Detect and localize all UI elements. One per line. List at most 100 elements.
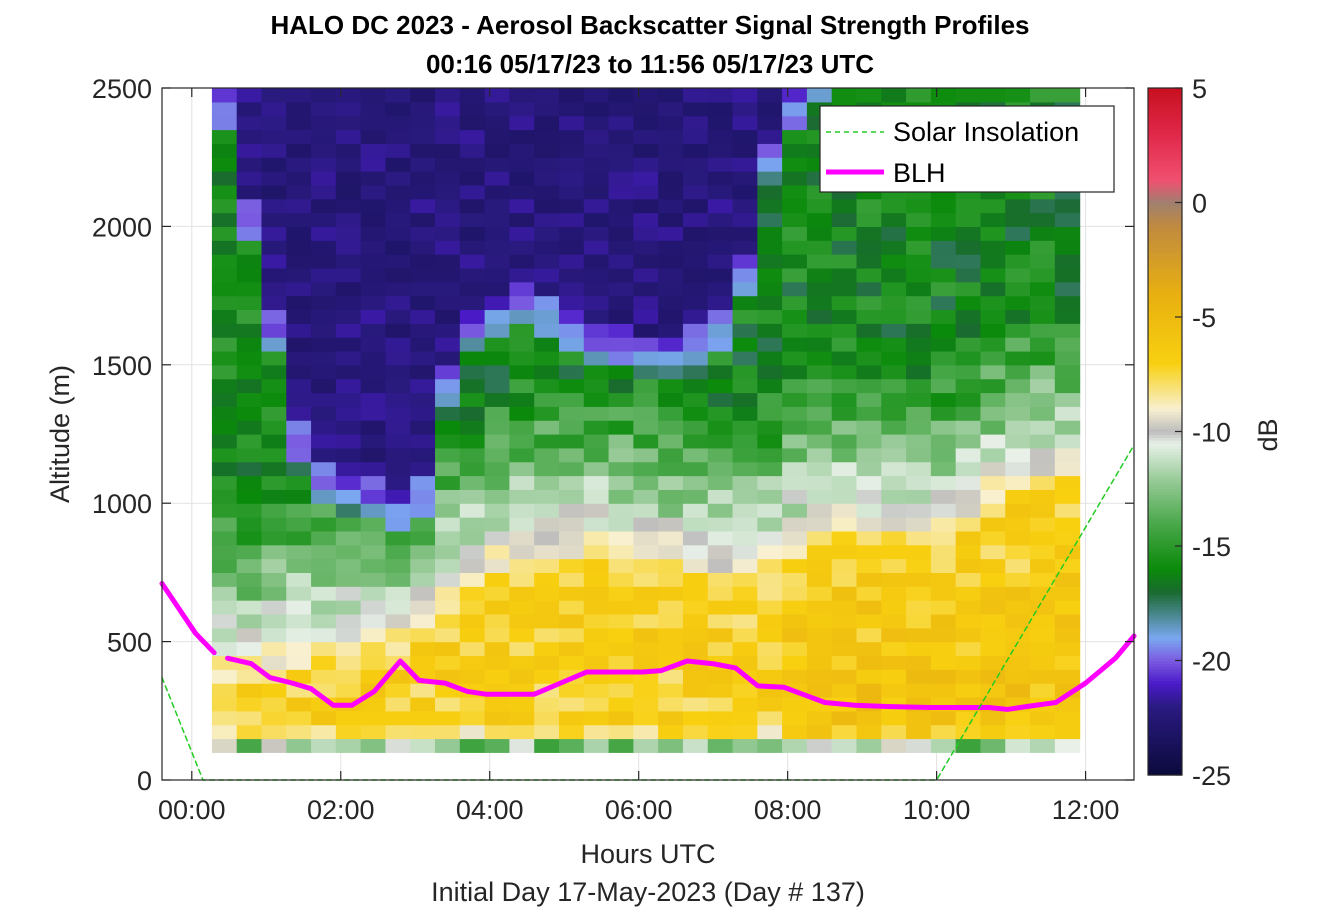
heatmap-cell [757, 461, 783, 477]
colorbar-swatch [1148, 574, 1182, 579]
heatmap-cell [435, 364, 461, 380]
colorbar-swatch [1148, 752, 1182, 756]
heatmap-cell [484, 447, 511, 463]
heatmap-cell [658, 254, 684, 269]
heatmap-cell [558, 392, 585, 407]
heatmap-cell [980, 198, 1006, 214]
heatmap-cell [782, 655, 808, 670]
colorbar-swatch [1148, 757, 1182, 762]
heatmap-cell [1005, 378, 1031, 394]
heatmap-cell [732, 600, 758, 615]
heatmap-cell [1005, 710, 1031, 726]
colorbar-swatch [1148, 156, 1182, 161]
heatmap-cell [980, 655, 1006, 670]
heatmap-cell [484, 475, 511, 490]
heatmap-cell [211, 309, 238, 324]
heatmap-cell [732, 129, 758, 144]
heatmap-cell [410, 586, 436, 601]
heatmap-cell [583, 212, 610, 227]
heatmap-cell [633, 710, 659, 726]
heatmap-cell [360, 572, 387, 587]
heatmap-cell [980, 475, 1006, 490]
heatmap-cell [435, 544, 461, 560]
heatmap-cell [459, 309, 486, 324]
heatmap-cell [534, 613, 560, 629]
heatmap-cell [459, 337, 486, 352]
heatmap-cell [286, 503, 312, 518]
colorbar-swatch [1148, 643, 1182, 647]
heatmap-cell [534, 406, 560, 421]
heatmap-cell [509, 738, 535, 753]
heatmap-cell [261, 392, 287, 407]
heatmap-cell [1005, 586, 1031, 601]
heatmap-cell [955, 198, 982, 214]
heatmap-cell [955, 226, 982, 241]
heatmap-cell [335, 240, 362, 255]
heatmap-cell [360, 143, 387, 158]
heatmap-cell [360, 461, 387, 477]
heatmap-cell [682, 613, 709, 629]
heatmap-cell [856, 517, 882, 532]
backscatter-heatmap [211, 88, 1081, 753]
heatmap-cell [782, 212, 808, 227]
heatmap-cell [658, 434, 684, 449]
heatmap-cell [608, 350, 634, 366]
heatmap-cell [534, 710, 560, 726]
colorbar-swatch [1148, 691, 1182, 696]
heatmap-cell [335, 503, 362, 518]
heatmap-cell [360, 101, 387, 117]
heatmap-cell [459, 143, 486, 158]
colorbar-swatch [1148, 354, 1182, 358]
heatmap-cell [1030, 295, 1056, 311]
heatmap-cell [732, 240, 758, 255]
heatmap-cell [311, 226, 337, 241]
heatmap-cell [881, 295, 907, 311]
heatmap-cell [1005, 420, 1031, 435]
heatmap-cell [1030, 461, 1056, 477]
heatmap-cell [980, 295, 1006, 311]
heatmap-cell [980, 420, 1006, 435]
heatmap-cell [583, 627, 610, 643]
heatmap-cell [707, 309, 734, 324]
heatmap-cell [236, 115, 263, 131]
heatmap-cell [311, 724, 337, 740]
heatmap-cell [534, 475, 560, 490]
heatmap-cell [682, 724, 709, 740]
heatmap-cell [435, 323, 461, 338]
heatmap-cell [236, 171, 263, 186]
heatmap-cell [1054, 295, 1081, 311]
heatmap-cell [1030, 503, 1056, 518]
colorbar-swatch [1148, 425, 1182, 430]
colorbar-swatch [1148, 485, 1182, 490]
heatmap-cell [782, 240, 808, 255]
heatmap-cell [856, 710, 882, 726]
heatmap-cell [410, 309, 436, 324]
heatmap-cell [831, 475, 858, 490]
heatmap-cell [509, 613, 535, 629]
heatmap-cell [410, 461, 436, 477]
heatmap-cell [286, 337, 312, 352]
heatmap-cell [360, 88, 387, 103]
heatmap-cell [930, 600, 957, 615]
heatmap-cell [608, 683, 634, 698]
heatmap-cell [658, 198, 684, 214]
heatmap-cell [385, 627, 411, 643]
colorbar-swatch [1148, 714, 1182, 719]
heatmap-cell [360, 267, 387, 283]
heatmap-cell [459, 240, 486, 255]
heatmap-cell [335, 600, 362, 615]
heatmap-cell [435, 88, 461, 103]
heatmap-cell [955, 295, 982, 311]
heatmap-cell [261, 696, 287, 712]
heatmap-cell [534, 696, 560, 712]
heatmap-cell [782, 88, 808, 103]
heatmap-cell [534, 586, 560, 601]
colorbar-swatch [1148, 520, 1182, 524]
heatmap-cell [211, 337, 238, 352]
colorbar-swatch [1148, 611, 1182, 616]
heatmap-cell [484, 378, 511, 394]
colorbar-swatch [1148, 231, 1182, 235]
heatmap-cell [459, 281, 486, 297]
heatmap-cell [856, 323, 882, 338]
heatmap-cell [335, 350, 362, 366]
